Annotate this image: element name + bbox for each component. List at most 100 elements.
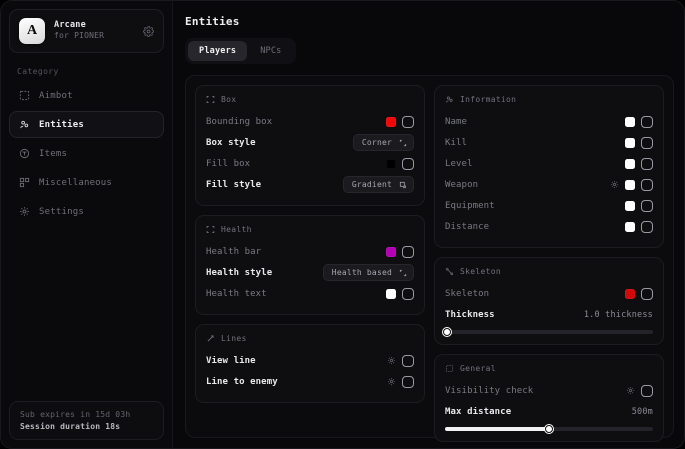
line-icon bbox=[206, 334, 215, 343]
row-label: Visibility check bbox=[445, 385, 534, 396]
brand-logo: A bbox=[19, 18, 45, 44]
card-header-lines: Lines bbox=[206, 334, 414, 343]
tab-npcs[interactable]: NPCs bbox=[260, 46, 282, 56]
card-title: Box bbox=[221, 95, 237, 104]
row-label: Skeleton bbox=[445, 288, 490, 299]
row-label: Health style bbox=[206, 267, 273, 278]
color-swatch[interactable] bbox=[386, 116, 396, 127]
corner-icon bbox=[399, 139, 407, 147]
color-swatch[interactable] bbox=[386, 288, 396, 299]
slider-label: Max distance bbox=[445, 406, 512, 417]
sidebar-item-label: Entities bbox=[39, 119, 84, 130]
row-label: Health bar bbox=[206, 246, 262, 257]
card-health: Health Health bar Health style Health ba… bbox=[195, 215, 425, 315]
toggle-checkbox[interactable] bbox=[402, 157, 414, 170]
toggle-checkbox[interactable] bbox=[641, 115, 653, 128]
gear-icon[interactable] bbox=[143, 25, 154, 37]
row-label: Kill bbox=[445, 137, 468, 148]
box-item-icon bbox=[19, 148, 30, 159]
subscription-card: Sub expires in 15d 03h Session duration … bbox=[9, 401, 164, 440]
brand-card[interactable]: A Arcane for PIONER bbox=[9, 9, 164, 53]
row-line-to-enemy: Line to enemy bbox=[206, 371, 414, 392]
toggle-checkbox[interactable] bbox=[641, 384, 653, 397]
row-name: Name bbox=[445, 111, 653, 132]
card-general: General Visibility check Ma bbox=[434, 354, 664, 442]
select-health-style[interactable]: Health based bbox=[322, 264, 414, 281]
color-swatch[interactable] bbox=[625, 137, 635, 148]
row-equipment: Equipment bbox=[445, 195, 653, 216]
card-skeleton: Skeleton Skeleton Thickness 1.0 thicknes… bbox=[434, 257, 664, 345]
toggle-checkbox[interactable] bbox=[402, 245, 414, 258]
color-swatch[interactable] bbox=[625, 116, 635, 127]
gear-icon[interactable] bbox=[609, 180, 619, 190]
card-title: Lines bbox=[221, 334, 247, 343]
category-label: Category bbox=[17, 67, 59, 76]
color-swatch[interactable] bbox=[386, 158, 396, 169]
sidebar-item-label: Items bbox=[39, 148, 68, 159]
row-bounding-box: Bounding box bbox=[206, 111, 414, 132]
color-swatch[interactable] bbox=[386, 246, 396, 257]
color-swatch[interactable] bbox=[625, 200, 635, 211]
row-distance: Distance bbox=[445, 216, 653, 237]
card-header-box: Box bbox=[206, 95, 414, 104]
select-box-style[interactable]: Corner bbox=[352, 134, 414, 151]
sidebar-item-aimbot[interactable]: Aimbot bbox=[9, 82, 164, 109]
bone-icon bbox=[445, 267, 454, 276]
sidebar-item-settings[interactable]: Settings bbox=[9, 198, 164, 225]
row-label: Equipment bbox=[445, 200, 495, 211]
slider-value: 500m bbox=[631, 406, 653, 417]
row-label: View line bbox=[206, 355, 256, 366]
sidebar-nav: Aimbot Entities Items bbox=[9, 82, 164, 225]
color-swatch[interactable] bbox=[625, 158, 635, 169]
row-skeleton: Skeleton bbox=[445, 283, 653, 304]
row-level: Level bbox=[445, 153, 653, 174]
gear-icon[interactable] bbox=[386, 356, 396, 366]
tab-players[interactable]: Players bbox=[188, 41, 248, 61]
left-column: Box Bounding box Box style Corner bbox=[195, 85, 425, 428]
sub-expiry-text: Sub expires in 15d 03h bbox=[20, 410, 131, 419]
card-title: Skeleton bbox=[460, 267, 501, 276]
sidebar-item-miscellaneous[interactable]: Miscellaneous bbox=[9, 169, 164, 196]
toggle-checkbox[interactable] bbox=[402, 287, 414, 300]
row-health-style: Health style Health based bbox=[206, 262, 414, 283]
page-title: Entities bbox=[185, 15, 240, 28]
row-label: Level bbox=[445, 158, 473, 169]
row-thickness: Thickness 1.0 thickness bbox=[445, 304, 653, 325]
select-value: Health based bbox=[331, 268, 392, 277]
card-header-general: General bbox=[445, 364, 653, 373]
toggle-checkbox[interactable] bbox=[402, 354, 414, 367]
row-label: Fill style bbox=[206, 179, 262, 190]
gear-icon[interactable] bbox=[386, 377, 396, 387]
gear-icon bbox=[19, 206, 30, 217]
toggle-checkbox[interactable] bbox=[402, 115, 414, 128]
row-label: Health text bbox=[206, 288, 267, 299]
card-header-information: Information bbox=[445, 95, 653, 104]
row-label: Fill box bbox=[206, 158, 251, 169]
select-value: Corner bbox=[361, 138, 392, 147]
color-swatch[interactable] bbox=[625, 221, 635, 232]
color-swatch[interactable] bbox=[625, 288, 635, 299]
thickness-slider[interactable] bbox=[443, 328, 653, 336]
slider-knob[interactable] bbox=[443, 328, 452, 336]
toggle-checkbox[interactable] bbox=[641, 157, 653, 170]
sidebar-item-entities[interactable]: Entities bbox=[9, 111, 164, 138]
toggle-checkbox[interactable] bbox=[641, 136, 653, 149]
toggle-checkbox[interactable] bbox=[641, 178, 653, 191]
toggle-checkbox[interactable] bbox=[402, 375, 414, 388]
row-label: Name bbox=[445, 116, 468, 127]
toggle-checkbox[interactable] bbox=[641, 199, 653, 212]
row-label: Bounding box bbox=[206, 116, 273, 127]
sidebar-item-items[interactable]: Items bbox=[9, 140, 164, 167]
gear-icon[interactable] bbox=[625, 386, 635, 396]
card-lines: Lines View line Line to ene bbox=[195, 324, 425, 403]
row-view-line: View line bbox=[206, 350, 414, 371]
color-swatch[interactable] bbox=[625, 179, 635, 190]
slider-knob[interactable] bbox=[545, 425, 553, 433]
entities-icon bbox=[19, 119, 30, 130]
row-fill-box: Fill box bbox=[206, 153, 414, 174]
select-fill-style[interactable]: Gradient bbox=[342, 176, 414, 193]
toggle-checkbox[interactable] bbox=[641, 287, 653, 300]
toggle-checkbox[interactable] bbox=[641, 220, 653, 233]
max-distance-slider[interactable] bbox=[445, 425, 653, 433]
row-label: Box style bbox=[206, 137, 256, 148]
